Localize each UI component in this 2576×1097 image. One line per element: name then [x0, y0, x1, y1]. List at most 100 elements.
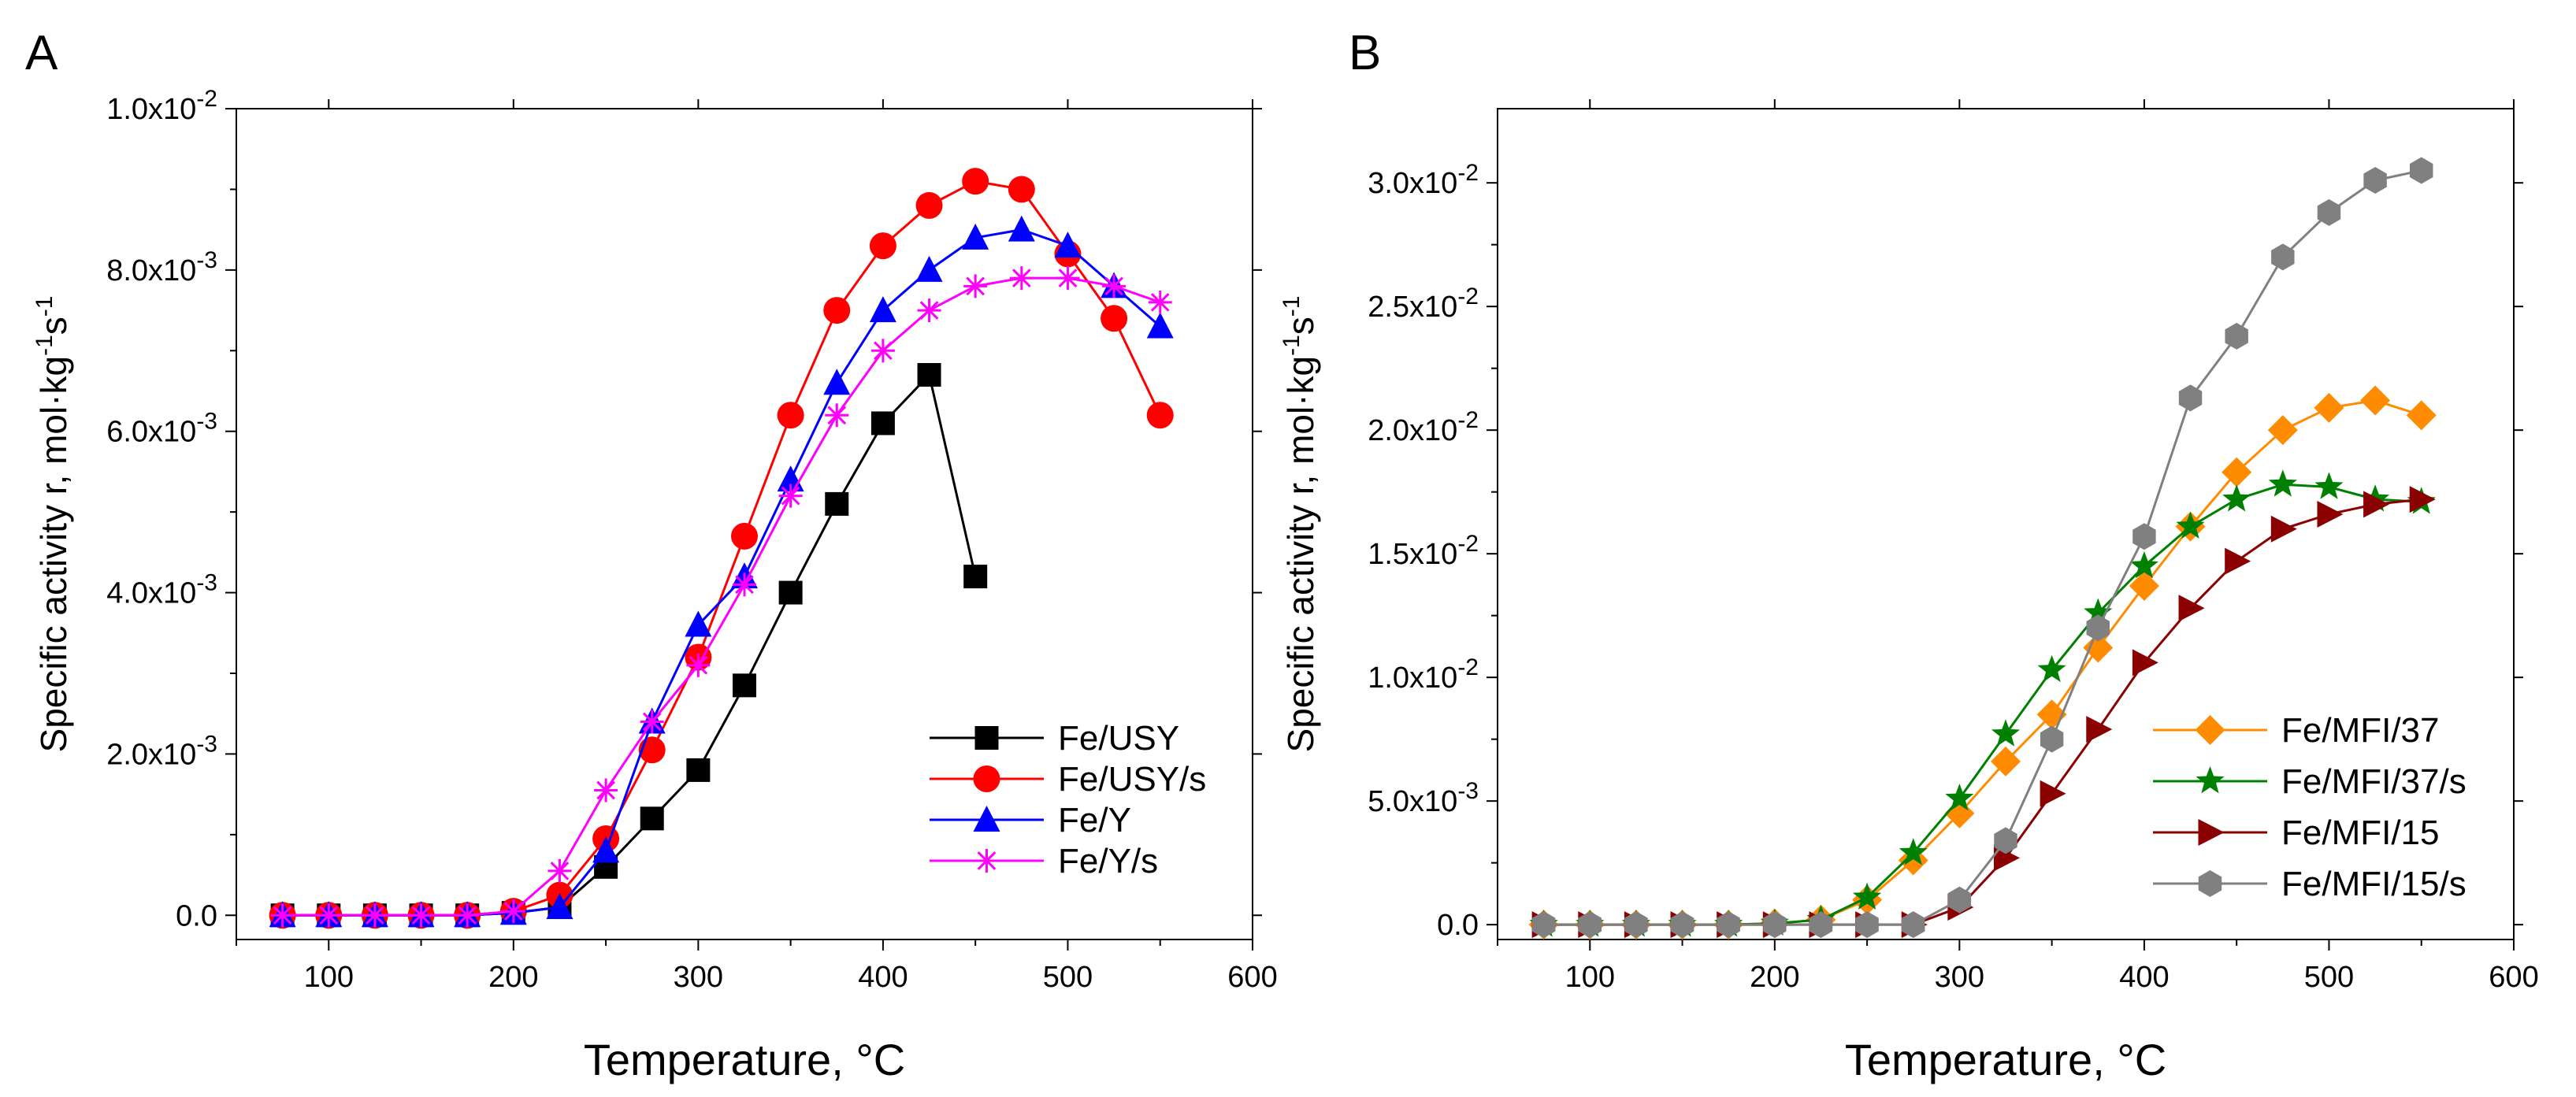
data-point — [2222, 457, 2252, 487]
x-tick-label: 400 — [858, 961, 908, 994]
series-fe-usy-s — [269, 168, 1174, 929]
y-tick-label: 8.0x10-3 — [106, 247, 217, 287]
data-point — [917, 298, 941, 323]
x-tick-label: 300 — [1935, 961, 1984, 994]
data-point — [2267, 415, 2298, 446]
legend-marker — [973, 765, 1000, 792]
data-point — [962, 223, 989, 250]
data-point — [1101, 305, 1128, 332]
data-point — [2271, 243, 2295, 271]
data-point — [2270, 515, 2297, 543]
data-point — [778, 484, 803, 508]
data-point — [1146, 312, 1174, 339]
panel-letter: B — [1349, 26, 1381, 80]
data-point — [870, 339, 895, 363]
data-point — [409, 903, 433, 928]
data-point — [2409, 486, 2436, 513]
data-point — [2129, 570, 2159, 601]
data-point — [1008, 215, 1035, 242]
series-fe-usy — [270, 363, 988, 928]
data-point — [2083, 632, 2114, 663]
data-point — [2314, 392, 2344, 423]
data-point — [1056, 266, 1080, 291]
panel-letter: A — [25, 26, 58, 80]
legend-label: Fe/MFI/37 — [2281, 711, 2440, 750]
data-point — [2086, 614, 2110, 642]
data-point — [2178, 595, 2205, 622]
data-point — [1148, 290, 1172, 314]
data-point — [777, 402, 804, 429]
data-point — [1670, 911, 1694, 939]
data-point — [2084, 598, 2113, 625]
data-point — [1945, 784, 1974, 811]
data-point — [1809, 911, 1833, 939]
y-tick-label: 0.0 — [176, 899, 217, 932]
data-point — [2086, 716, 2113, 743]
series-line — [1543, 483, 2422, 926]
data-point — [1146, 402, 1174, 429]
legend: Fe/MFI/37 Fe/MFI/37/s Fe/MFI/15 Fe/MFI/15/s — [2153, 711, 2467, 903]
legend-marker — [973, 806, 1000, 832]
x-tick-label: 200 — [488, 961, 538, 994]
x-tick-label: 200 — [1750, 961, 1799, 994]
data-point — [2317, 500, 2344, 528]
data-point — [270, 903, 295, 928]
data-point — [1991, 719, 2021, 747]
x-tick-label: 500 — [2304, 961, 2354, 994]
data-point — [823, 297, 851, 324]
y-axis-label: Specific activity r, mol·kg-1s-1 — [32, 296, 74, 753]
data-point — [2037, 654, 2066, 683]
legend-marker — [2198, 819, 2225, 846]
data-point — [1102, 274, 1127, 298]
series-line — [282, 372, 977, 917]
data-point — [1991, 746, 2021, 776]
data-point — [2406, 400, 2437, 431]
panel-b: 100 200 300 400 500 600 0.0 5.0x10-3 1.0x10-2 1.5… — [1279, 26, 2539, 1084]
data-point — [2132, 649, 2158, 676]
y-tick-label: 2.0x10-3 — [106, 731, 217, 771]
data-point — [2363, 167, 2387, 195]
data-point — [2410, 157, 2433, 184]
data-point — [825, 403, 849, 428]
x-tick-label: 400 — [2119, 961, 2169, 994]
data-point — [778, 580, 803, 605]
data-point — [915, 191, 943, 219]
data-point — [455, 903, 480, 928]
data-point — [731, 522, 758, 550]
x-tick-label: 600 — [1227, 961, 1277, 994]
data-point — [963, 565, 988, 589]
legend-label: Fe/MFI/37/s — [2281, 762, 2467, 801]
data-point — [594, 778, 618, 802]
legend-marker — [2196, 766, 2225, 794]
data-point — [686, 653, 711, 677]
data-point — [2132, 523, 2156, 550]
y-tick-label: 1.0x10-2 — [1368, 654, 1479, 695]
data-point — [733, 573, 756, 597]
data-point — [1717, 911, 1740, 939]
legend-marker — [2198, 870, 2222, 897]
data-point — [2222, 484, 2251, 512]
data-point — [1578, 911, 1602, 939]
data-point — [915, 255, 943, 282]
data-point — [1624, 911, 1648, 939]
y-tick-label: 1.0x10-2 — [106, 86, 217, 126]
y-tick-label: 4.0x10-3 — [106, 570, 217, 610]
data-point — [825, 491, 849, 516]
y-tick-label: 6.0x10-3 — [106, 409, 217, 449]
data-point — [2225, 547, 2251, 575]
data-point — [2225, 322, 2248, 350]
x-tick-label: 500 — [1043, 961, 1093, 994]
legend-label: Fe/Y/s — [1058, 842, 1158, 880]
data-point — [362, 903, 387, 928]
series-fe-mfi-37 — [1528, 385, 2437, 940]
x-tick-label: 300 — [674, 961, 723, 994]
data-point — [686, 758, 711, 782]
data-point — [1855, 911, 1879, 939]
legend-marker — [974, 726, 999, 750]
legend-label: Fe/USY/s — [1058, 760, 1206, 799]
series-fe-y-s — [270, 266, 1172, 928]
legend-label: Fe/Y — [1058, 801, 1131, 839]
data-point — [733, 673, 756, 698]
